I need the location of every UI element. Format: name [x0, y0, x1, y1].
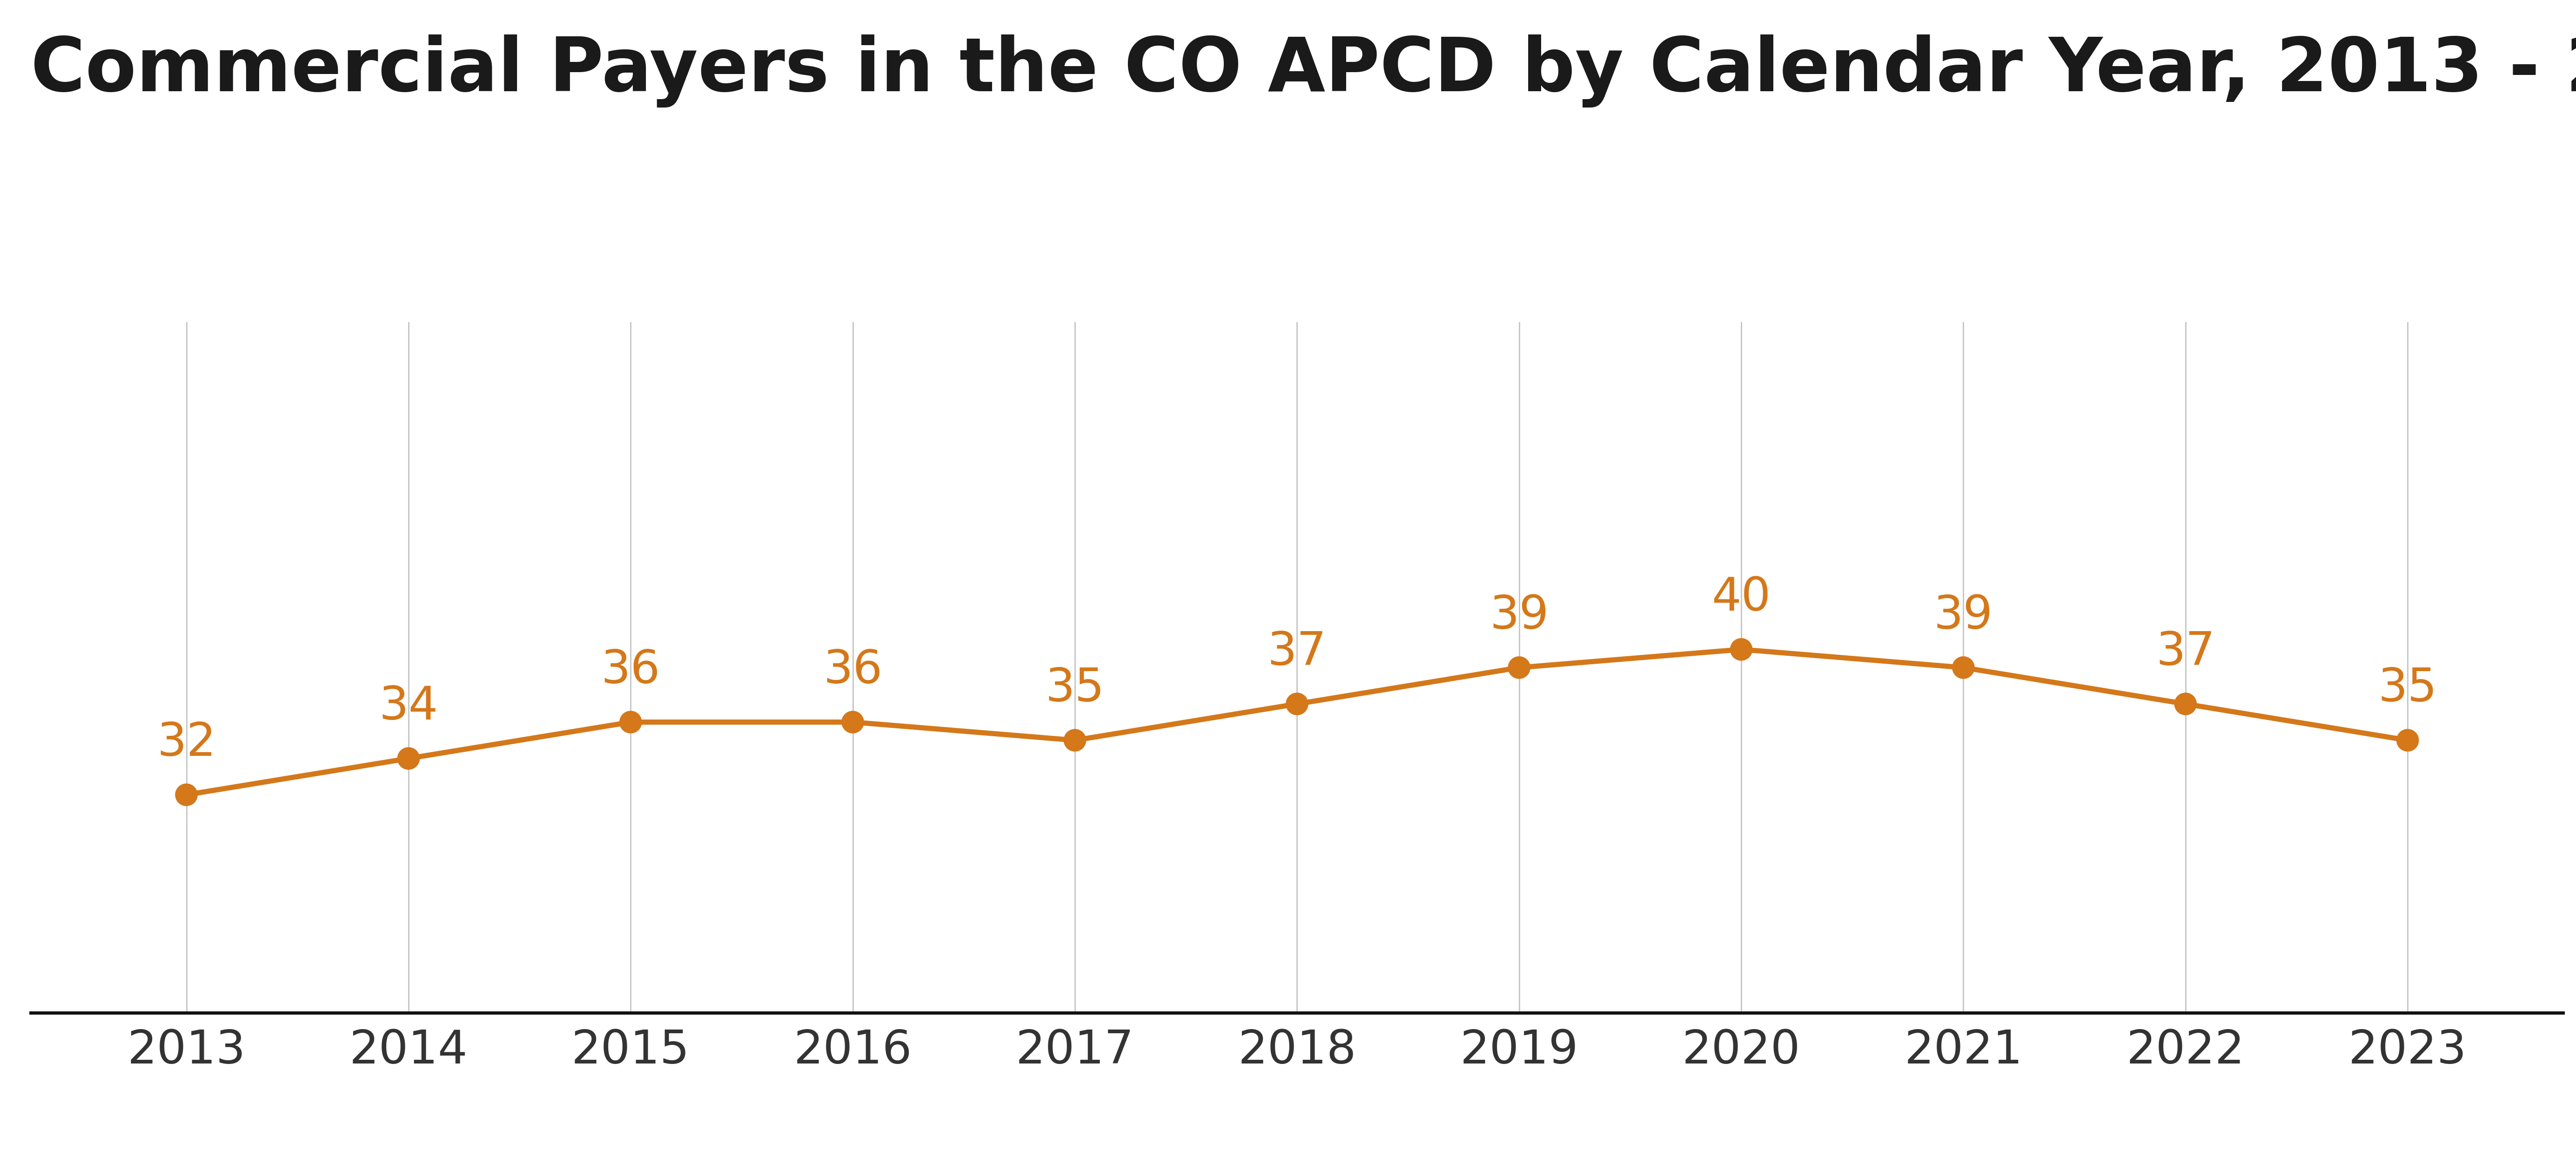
Point [832, 712, 873, 731]
Text: 37: 37 [1267, 630, 1327, 674]
Point [1721, 640, 1762, 658]
Point [611, 712, 652, 731]
Point [2388, 731, 2429, 749]
Point [389, 749, 430, 768]
Text: 40: 40 [1710, 576, 1770, 620]
Point [1278, 695, 1319, 714]
Text: 36: 36 [600, 648, 659, 693]
Point [165, 786, 206, 805]
Point [2164, 695, 2205, 714]
Text: 37: 37 [2156, 630, 2215, 674]
Text: 36: 36 [824, 648, 884, 693]
Text: 34: 34 [379, 684, 438, 730]
Point [1942, 658, 1984, 677]
Text: 39: 39 [1935, 594, 1994, 639]
Text: 39: 39 [1489, 594, 1548, 639]
Point [1499, 658, 1540, 677]
Text: 32: 32 [157, 721, 216, 765]
Text: 35: 35 [2378, 666, 2437, 711]
Point [1054, 731, 1095, 749]
Text: 35: 35 [1046, 666, 1105, 711]
Text: Commercial Payers in the CO APCD by Calendar Year, 2013 - 2023: Commercial Payers in the CO APCD by Cale… [31, 35, 2576, 107]
